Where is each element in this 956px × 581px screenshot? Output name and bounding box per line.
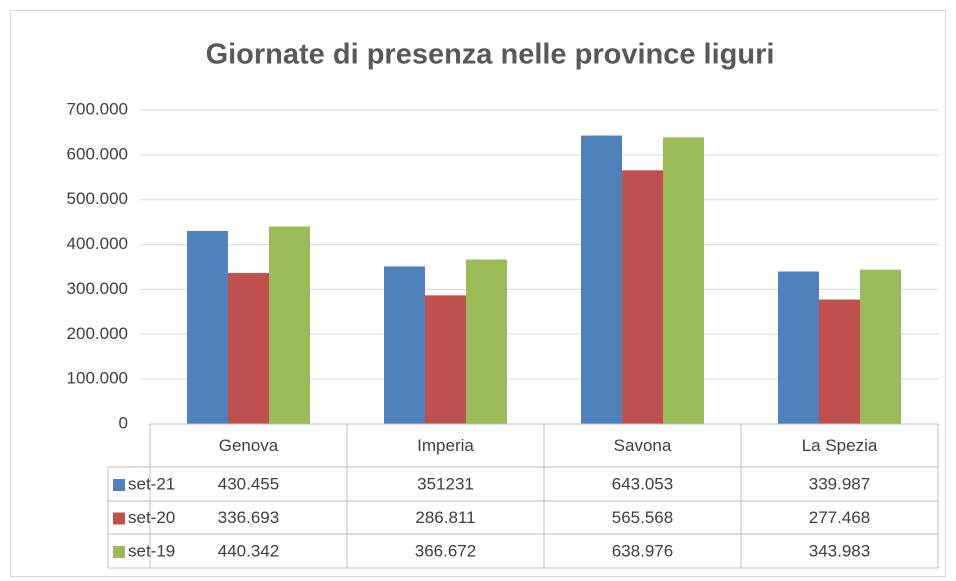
legend-label: set-19 — [128, 541, 175, 560]
bar — [663, 137, 704, 424]
bar — [860, 269, 901, 424]
x-tick-label: Genova — [219, 436, 279, 455]
data-label: 277.468 — [809, 508, 870, 527]
bar — [581, 135, 622, 424]
legend-label: set-21 — [128, 474, 175, 493]
x-tick-label: Imperia — [417, 436, 474, 455]
chart-title: Giornate di presenza nelle province ligu… — [206, 39, 775, 71]
y-tick-label: 400.000 — [67, 234, 128, 253]
y-tick-label: 0 — [119, 413, 128, 432]
x-tick-label: La Spezia — [802, 436, 878, 455]
data-label: 336.693 — [218, 508, 279, 527]
bar — [187, 230, 228, 424]
x-tick-label: Savona — [614, 436, 672, 455]
y-tick-label: 200.000 — [67, 324, 128, 343]
y-tick-label: 500.000 — [67, 189, 128, 208]
data-label: 351231 — [417, 474, 474, 493]
bar — [778, 271, 819, 424]
legend-swatch — [113, 512, 125, 525]
data-label: 343.983 — [809, 541, 870, 560]
data-label: 643.053 — [612, 474, 673, 493]
bar — [622, 170, 663, 424]
data-label: 565.568 — [612, 508, 673, 527]
bar — [425, 295, 466, 424]
data-label: 366.672 — [415, 541, 476, 560]
bar — [384, 266, 425, 424]
data-label: 286.811 — [415, 508, 475, 527]
data-label: 339.987 — [809, 474, 870, 493]
bar — [269, 226, 310, 424]
legend-swatch — [113, 479, 125, 491]
bar — [228, 272, 269, 424]
data-label: 430.455 — [218, 474, 279, 493]
legend-swatch — [113, 546, 125, 558]
y-tick-label: 100.000 — [67, 369, 128, 388]
data-label: 638.976 — [612, 541, 673, 560]
bar — [466, 259, 507, 424]
y-tick-label: 300.000 — [67, 279, 128, 298]
bar — [819, 299, 860, 424]
y-tick-label: 700.000 — [67, 99, 128, 118]
legend-label: set-20 — [128, 508, 175, 527]
y-tick-label: 600.000 — [67, 144, 128, 163]
data-label: 440.342 — [218, 541, 279, 560]
